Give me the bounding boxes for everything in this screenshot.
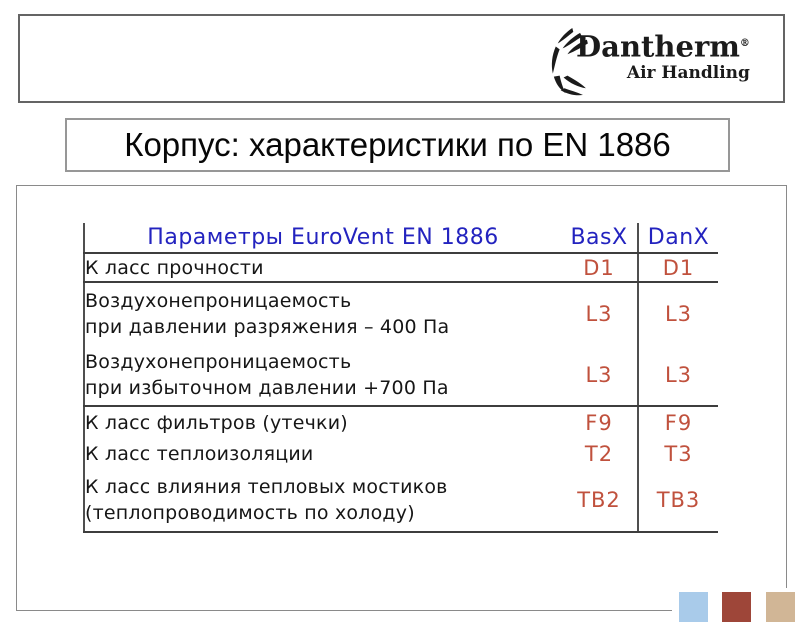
basx-value-cell: D1 (561, 253, 639, 283)
basx-value-cell: L3 (561, 282, 639, 345)
parameter-label-cell: К ласс влияния тепловых мостиков (теплоп… (84, 469, 561, 533)
decor-square-red (722, 592, 751, 622)
basx-value-cell: L3 (561, 345, 639, 407)
logo-tagline: Air Handling (626, 62, 750, 83)
basx-value-cell: TB2 (561, 469, 639, 533)
basx-value-cell: F9 (561, 406, 639, 438)
parameter-label-cell: К ласс фильтров (утечки) (85, 411, 348, 434)
slide-title: Корпус: характеристики по EN 1886 (124, 126, 671, 163)
danx-value-cell: L3 (638, 345, 718, 407)
danx-value-cell: T3 (664, 441, 693, 466)
danx-value-cell: TB3 (638, 469, 718, 533)
table-row: Воздухонепроницаемость при давлении разр… (84, 282, 718, 345)
table-row: К ласс влияния тепловых мостиков (теплоп… (84, 469, 718, 533)
table-row: К ласс прочности D1 D1 (84, 253, 718, 283)
logo-text-block: Dantherm® Air Handling (576, 27, 750, 83)
dantherm-swirl-icon (551, 27, 588, 96)
dantherm-logo: Dantherm® Air Handling (543, 27, 750, 97)
decor-square-blue (679, 592, 708, 622)
col-header-basx: BasX (561, 223, 639, 254)
decor-square-tan (766, 592, 795, 622)
table-row: К ласс теплоизоляции T2 T3 (84, 438, 718, 469)
parameter-label-cell: К ласс теплоизоляции (85, 442, 314, 465)
table-header-row: Параметры EuroVent EN 1886 BasX DanX (84, 223, 718, 254)
logo-registered-mark: ® (739, 38, 750, 49)
logo-brand-text: Dantherm® (576, 27, 750, 64)
danx-value-cell: L3 (664, 302, 693, 326)
danx-value-cell: D1 (638, 253, 718, 283)
parameter-label-cell: Воздухонепроницаемость при избыточном да… (84, 345, 561, 407)
parameter-label-cell: Воздухонепроницаемость при давлении разр… (85, 290, 450, 338)
table-row: Воздухонепроницаемость при избыточном да… (84, 345, 718, 407)
col-header-danx: DanX (638, 223, 718, 254)
title-box: Корпус: характеристики по EN 1886 (65, 118, 730, 172)
parameter-label-cell: К ласс прочности (84, 253, 561, 283)
basx-value-cell: T2 (561, 438, 639, 469)
col-header-parameters: Параметры EuroVent EN 1886 (84, 223, 561, 254)
table-row: К ласс фильтров (утечки) F9 F9 (84, 406, 718, 438)
content-box: Параметры EuroVent EN 1886 BasX DanX К л… (16, 185, 787, 611)
header-box: Dantherm® Air Handling (18, 14, 785, 103)
footer-squares (672, 588, 800, 628)
en1886-characteristics-table: Параметры EuroVent EN 1886 BasX DanX К л… (83, 223, 718, 533)
danx-value-cell: F9 (664, 410, 693, 435)
logo-brand-word: Dantherm (576, 29, 740, 64)
